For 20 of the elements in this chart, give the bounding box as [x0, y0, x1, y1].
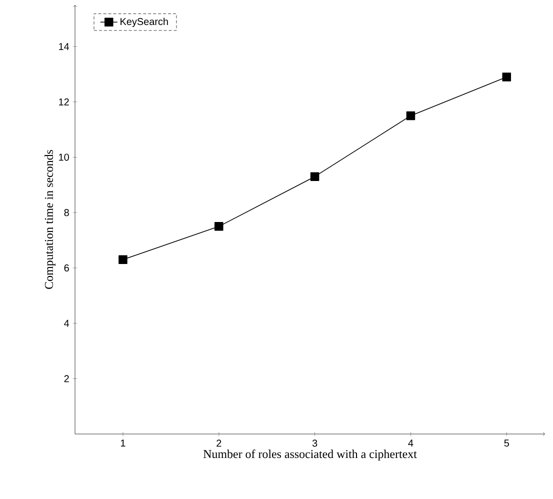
x-tick-label: 3 [312, 440, 318, 447]
y-tick-label: 10 [59, 154, 69, 161]
legend-label: KeySearch [120, 18, 168, 28]
x-tick-label: 1 [120, 440, 126, 446]
y-tick-label: 12 [59, 98, 69, 106]
point [310, 172, 320, 181]
y-tick-label: 14 [59, 43, 70, 50]
y-axis-title: Computation time in seconds [44, 150, 56, 289]
x-tick-label: 4 [408, 440, 414, 446]
y-tick-label: 6 [64, 264, 69, 272]
x-tick-label: 2 [216, 440, 222, 447]
point [118, 255, 128, 264]
y-tick-label: 2 [64, 375, 69, 382]
y-tick-label: 4 [64, 320, 70, 327]
x-axis-title: Number of roles associated with a ciphertext [203, 450, 417, 461]
point [406, 111, 416, 120]
x-tick-label: 5 [504, 440, 509, 447]
y-tick-label: 8 [64, 209, 69, 216]
point [502, 72, 512, 82]
point [214, 222, 224, 231]
